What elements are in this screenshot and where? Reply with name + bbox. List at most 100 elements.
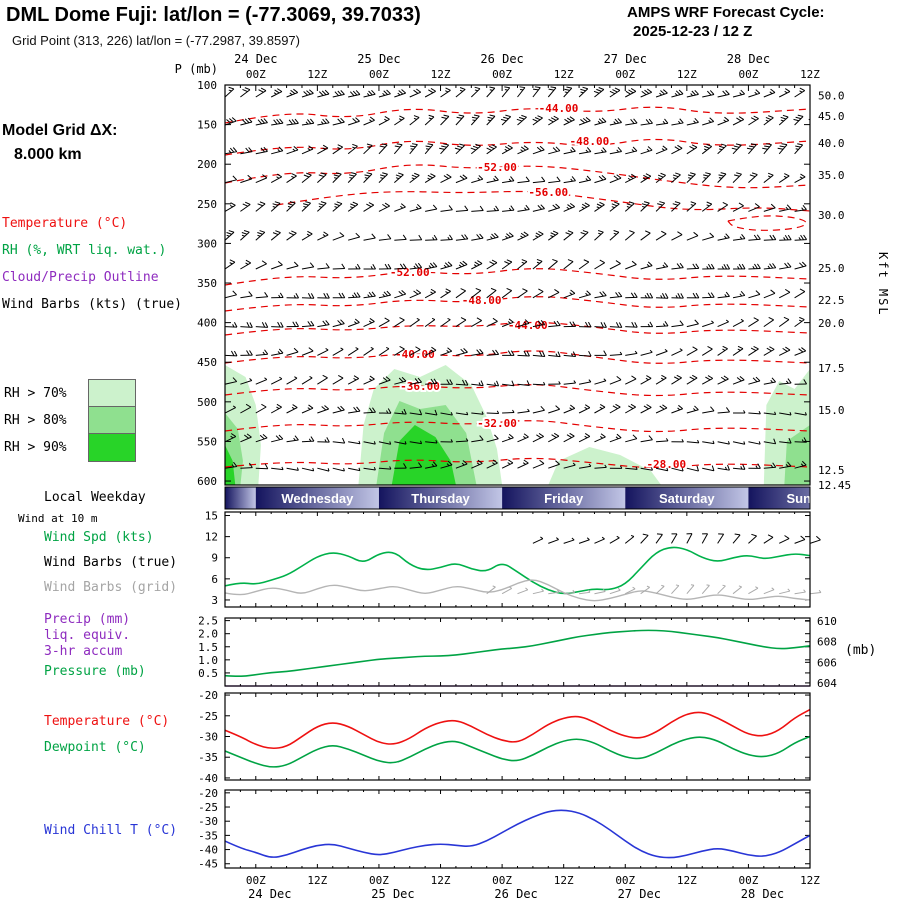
- svg-text:00Z: 00Z: [738, 68, 758, 81]
- svg-text:-52.00: -52.00: [477, 161, 517, 174]
- svg-text:450: 450: [197, 356, 217, 369]
- svg-text:3: 3: [211, 594, 218, 607]
- svg-text:12Z: 12Z: [307, 68, 327, 81]
- panel-precip_pressure: 2.52.01.51.00.5 610 608 606 604: [198, 615, 837, 690]
- svg-text:12Z: 12Z: [554, 874, 574, 887]
- svg-text:2.5: 2.5: [198, 615, 218, 628]
- svg-text:12Z: 12Z: [800, 874, 820, 887]
- weekday-label: Wednesday: [281, 491, 354, 506]
- panel-label-dewpoint: Dewpoint (°C): [44, 740, 146, 755]
- weekday-label: Sunday: [787, 491, 835, 506]
- svg-text:-48.00: -48.00: [462, 294, 502, 307]
- p-axis-label: P (mb): [174, 62, 218, 76]
- svg-text:606: 606: [817, 656, 837, 669]
- weekday-label: Thursday: [411, 491, 470, 506]
- legend-wind-barbs-label: Wind Barbs (kts) (true): [2, 297, 183, 312]
- panel-label-precip: Precip (mm): [44, 612, 131, 627]
- svg-text:26 Dec: 26 Dec: [494, 887, 537, 900]
- svg-text:250: 250: [197, 198, 217, 211]
- svg-text:12: 12: [205, 531, 218, 544]
- legend-temperature-label: Temperature (°C): [2, 216, 128, 231]
- svg-text:6: 6: [211, 573, 218, 586]
- forecast-cycle-label: AMPS WRF Forecast Cycle:: [627, 4, 825, 21]
- panel-label-local-weekday: Local Weekday: [44, 490, 146, 505]
- chart-subtitle: Grid Point (313, 226) lat/lon = (-77.298…: [12, 33, 300, 48]
- svg-text:00Z: 00Z: [738, 874, 758, 887]
- svg-text:28 Dec: 28 Dec: [727, 52, 770, 66]
- forecast-cycle-value: 2025-12-23 / 12 Z: [633, 23, 753, 40]
- rh-legend-swatch-80: [88, 405, 136, 435]
- panel-label-temperature: Temperature (°C): [44, 714, 170, 729]
- panel-label-liq-equiv: liq. equiv.: [44, 628, 131, 643]
- weekday-label: Friday: [544, 491, 584, 506]
- svg-text:12Z: 12Z: [431, 68, 451, 81]
- svg-text:12Z: 12Z: [677, 68, 697, 81]
- panel-label-wind-spd: Wind Spd (kts): [44, 530, 154, 545]
- svg-text:28 Dec: 28 Dec: [741, 887, 784, 900]
- svg-text:100: 100: [197, 79, 217, 92]
- svg-text:1.0: 1.0: [198, 654, 218, 667]
- rh-legend-label-80: RH > 80%: [4, 413, 67, 428]
- svg-text:00Z: 00Z: [615, 874, 635, 887]
- series-temperature_c: [224, 708, 811, 750]
- svg-text:27 Dec: 27 Dec: [618, 887, 661, 900]
- svg-text:00Z: 00Z: [492, 68, 512, 81]
- svg-text:24 Dec: 24 Dec: [248, 887, 291, 900]
- svg-text:-35: -35: [198, 751, 218, 764]
- series-wind_spd_kts: [224, 546, 811, 595]
- svg-text:1.5: 1.5: [198, 641, 218, 654]
- svg-text:9: 9: [211, 552, 218, 565]
- svg-text:17.5: 17.5: [818, 362, 845, 375]
- rh-legend: RH > 70% RH > 80% RH > 90%: [4, 378, 136, 462]
- svg-text:-40: -40: [198, 772, 218, 785]
- svg-text:-40.00: -40.00: [395, 348, 435, 361]
- svg-text:12Z: 12Z: [431, 874, 451, 887]
- weekday-bar: Wednesday Thursday Friday Saturday Sunday: [225, 487, 835, 509]
- svg-text:25.0: 25.0: [818, 262, 845, 275]
- svg-text:-20: -20: [198, 787, 218, 800]
- svg-text:27 Dec: 27 Dec: [604, 52, 647, 66]
- svg-text:12.45: 12.45: [818, 479, 851, 492]
- svg-text:550: 550: [197, 435, 217, 448]
- svg-text:608: 608: [817, 636, 837, 649]
- svg-text:-36.00: -36.00: [400, 380, 440, 393]
- svg-text:300: 300: [197, 237, 217, 250]
- wind-barbs: [225, 86, 810, 472]
- svg-text:22.5: 22.5: [818, 294, 845, 307]
- series-pressure_mb: [224, 629, 811, 678]
- model-grid-label: Model Grid ΔX:: [2, 122, 118, 139]
- panel-temp_dew: -20 -25 -30 -35 -40: [198, 689, 811, 785]
- svg-text:12Z: 12Z: [307, 874, 327, 887]
- svg-text:15: 15: [205, 510, 218, 523]
- svg-text:00Z: 00Z: [492, 874, 512, 887]
- svg-text:12Z: 12Z: [677, 874, 697, 887]
- svg-text:200: 200: [197, 158, 217, 171]
- kft-axis: 50.0 45.0 40.0 35.0 30.0 25.0 22.5 20.0 17.5 15.0…: [818, 89, 851, 492]
- svg-text:-45: -45: [198, 858, 218, 871]
- rh-legend-label-90: RH > 90%: [4, 440, 67, 455]
- svg-text:25 Dec: 25 Dec: [357, 52, 400, 66]
- series-dewpoint_c: [224, 735, 811, 768]
- svg-text:00Z: 00Z: [615, 68, 635, 81]
- svg-text:-56.00: -56.00: [528, 186, 568, 199]
- svg-text:-44.00: -44.00: [539, 102, 579, 115]
- svg-text:-25: -25: [198, 801, 218, 814]
- pressure-axis: 100 150 200 250 300 350 400 450 500 550 600: [197, 79, 810, 488]
- weekday-label: Saturday: [659, 491, 715, 506]
- panel-label-wind-at-10m: Wind at 10 m: [18, 512, 98, 525]
- panel-wind: 15 12 9 6 3: [205, 510, 822, 608]
- svg-text:350: 350: [197, 277, 217, 290]
- legend-cloud-label: Cloud/Precip Outline: [2, 270, 159, 285]
- svg-text:-30: -30: [198, 815, 218, 828]
- svg-text:45.0: 45.0: [818, 110, 845, 123]
- svg-text:12.5: 12.5: [818, 464, 845, 477]
- svg-text:604: 604: [817, 677, 837, 690]
- svg-text:-25: -25: [198, 710, 218, 723]
- svg-text:0.5: 0.5: [198, 667, 218, 680]
- rh-legend-label-70: RH > 70%: [4, 386, 67, 401]
- rh-legend-row: RH > 80%: [4, 405, 136, 435]
- svg-text:150: 150: [197, 119, 217, 132]
- svg-text:-40: -40: [198, 844, 218, 857]
